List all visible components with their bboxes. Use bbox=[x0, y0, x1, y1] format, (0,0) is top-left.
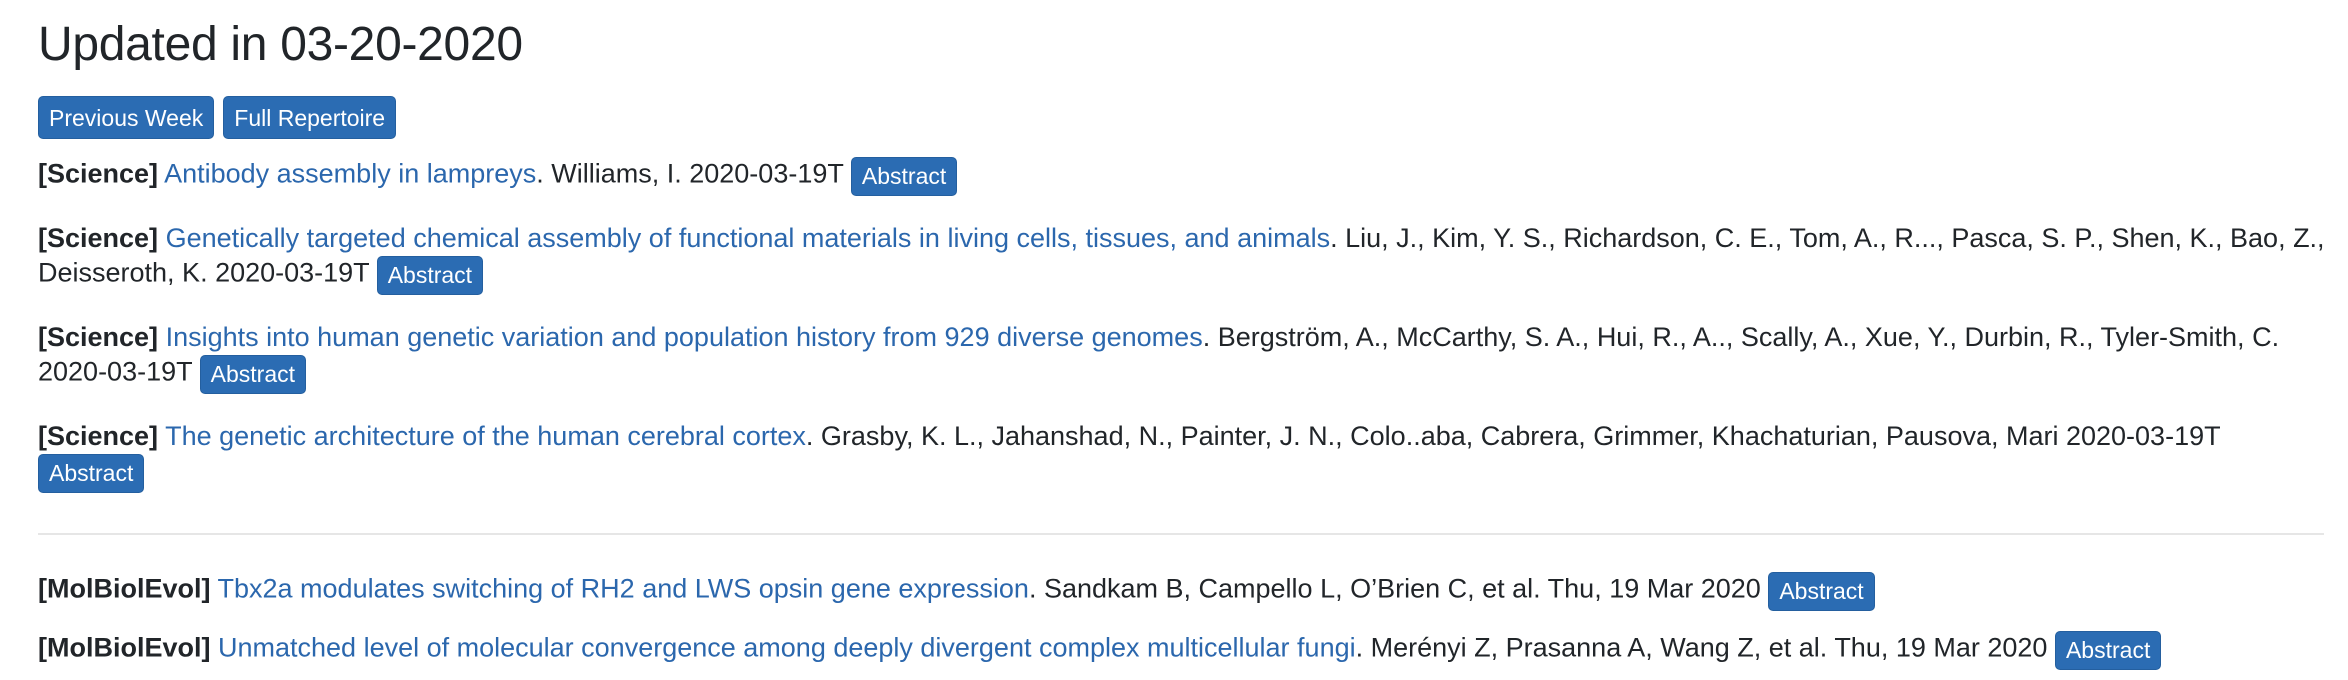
article-authors: . Liu, J., Kim, Y. S., Richardson, C. E.… bbox=[38, 223, 2325, 288]
list-item: [Science] Insights into human genetic va… bbox=[38, 320, 2328, 394]
abstract-button[interactable]: Abstract bbox=[376, 256, 484, 295]
source-label: [Science] bbox=[38, 322, 159, 352]
article-title-link[interactable]: The genetic architecture of the human ce… bbox=[165, 421, 806, 451]
article-authors: . Bergström, A., McCarthy, S. A., Hui, R… bbox=[38, 322, 2280, 387]
list-item: [MolBiolEvol] Unmatched level of molecul… bbox=[38, 630, 2328, 670]
list-item: [MolBiolEvol] Tbx2a modulates switching … bbox=[38, 571, 2328, 611]
science-entries: [Science] Antibody assembly in lampreys.… bbox=[38, 156, 2325, 493]
article-authors: . Grasby, K. L., Jahanshad, N., Painter,… bbox=[805, 421, 2221, 451]
nav-buttons: Previous Week Full Repertoire bbox=[38, 96, 2310, 139]
article-title-link[interactable]: Genetically targeted chemical assembly o… bbox=[165, 223, 1331, 253]
source-label: [Science] bbox=[38, 158, 159, 189]
page-title: Updated in 03-20-2020 bbox=[38, 18, 523, 71]
source-label: [Science] bbox=[38, 421, 159, 451]
article-authors: . Merényi Z, Prasanna A, Wang Z, et al. … bbox=[1355, 632, 2048, 663]
list-item: [Science] Antibody assembly in lampreys.… bbox=[38, 156, 2328, 196]
full-repertoire-button[interactable]: Full Repertoire bbox=[223, 96, 397, 139]
abstract-button[interactable]: Abstract bbox=[38, 454, 145, 493]
section-divider bbox=[38, 533, 2324, 535]
abstract-button[interactable]: Abstract bbox=[850, 157, 958, 196]
abstract-button[interactable]: Abstract bbox=[2054, 631, 2162, 670]
list-item: [Science] The genetic architecture of th… bbox=[38, 419, 2328, 493]
source-label: [MolBiolEvol] bbox=[38, 632, 211, 663]
article-title-link[interactable]: Unmatched level of molecular convergence… bbox=[218, 632, 1356, 663]
molbiolevol-entries: [MolBiolEvol] Tbx2a modulates switching … bbox=[38, 571, 2310, 670]
source-label: [Science] bbox=[38, 223, 159, 253]
article-title-link[interactable]: Antibody assembly in lampreys bbox=[164, 158, 537, 189]
article-title-link[interactable]: Tbx2a modulates switching of RH2 and LWS… bbox=[217, 573, 1029, 604]
article-authors: . Sandkam B, Campello L, O’Brien C, et a… bbox=[1028, 573, 1761, 604]
list-item: [Science] Genetically targeted chemical … bbox=[38, 221, 2328, 295]
abstract-button[interactable]: Abstract bbox=[199, 355, 307, 394]
article-authors: . Williams, I. 2020-03-19T bbox=[536, 158, 844, 189]
source-label: [MolBiolEvol] bbox=[38, 573, 211, 604]
previous-week-button[interactable]: Previous Week bbox=[38, 96, 215, 139]
article-title-link[interactable]: Insights into human genetic variation an… bbox=[165, 322, 1203, 352]
abstract-button[interactable]: Abstract bbox=[1768, 572, 1875, 611]
